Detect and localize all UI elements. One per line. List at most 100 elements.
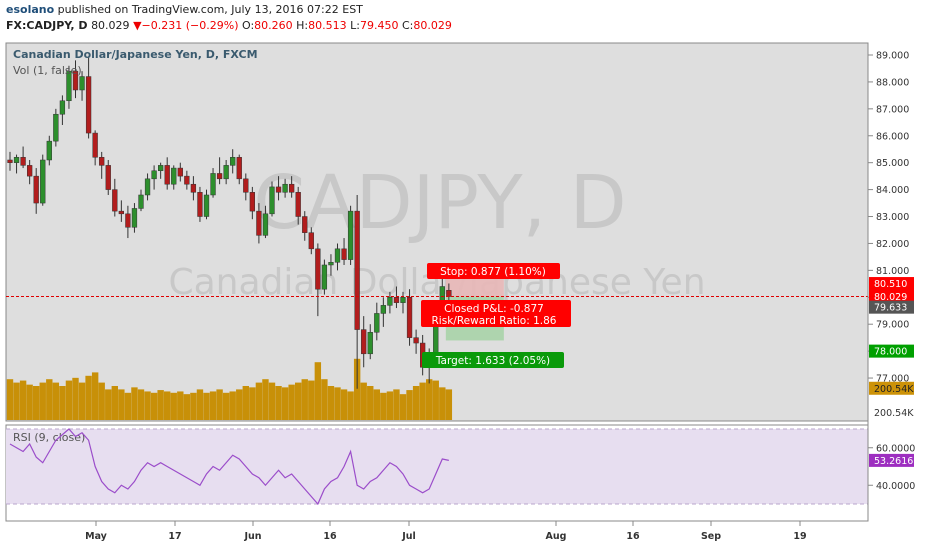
volume-bar [91,372,99,420]
candle-body [184,175,190,185]
candle-body [347,210,354,260]
volume-bar [406,390,413,420]
volume-bar [262,379,269,420]
candle-body [328,262,334,266]
volume-bar [157,390,164,420]
price-tick-label: 86.000 [876,131,909,142]
volume-bar [426,379,433,420]
volume-bar [360,382,367,420]
rsi-tag [869,453,914,467]
price-tick-label: 85.000 [876,158,909,169]
publish-line: esolano published on TradingView.com, Ju… [6,3,363,16]
candle-body [27,165,33,177]
change-arrow-icon: ▼ [133,19,142,32]
low-value: 79.450 [359,19,399,32]
candle-body [308,232,314,250]
volume-bar [124,392,132,420]
time-axis[interactable]: May 17 Jun 16 Jul Aug 16 Sep 19 [85,521,807,542]
candle-body [302,216,308,233]
volume-bar [301,379,308,420]
price-tick-label: 81.000 [876,266,909,277]
volume-bar [236,389,243,420]
chart-legend-title[interactable]: Canadian Dollar/Japanese Yen, D, FXCM [13,48,258,61]
volume-bar [439,387,446,420]
candle-body [53,113,59,142]
candle-body [105,165,111,190]
rsi-legend[interactable]: RSI (9, close) [13,431,85,444]
volume-bar [85,375,92,420]
volume-bar [412,386,420,420]
volume-bar [46,379,53,420]
rsi-series [9,428,449,506]
volume-bar [268,382,276,420]
candle-body [256,210,262,236]
candle-body [361,329,367,355]
volume-bar [118,389,125,420]
price-tag-label: 80.029 [874,292,907,303]
pnl-box[interactable]: Closed P&L: -0.877 Risk/Reward Ratio: 1.… [421,300,571,327]
close-label: C: [401,19,414,32]
volume-bar [373,389,380,420]
stop-box[interactable]: Stop: 0.877 (1.10%) [427,263,560,279]
candle-body [341,248,347,260]
volume-bars [6,358,453,420]
price-tag [869,277,914,291]
published-text: published on TradingView.com, July 13, 2… [57,3,363,16]
candle-body [158,165,164,172]
candle-body [216,173,223,180]
candle-body [321,264,328,290]
volume-bar [347,391,354,420]
volume-bar [52,382,60,420]
candle-body [236,157,242,180]
rsi-band [6,429,868,504]
candle-body [374,313,380,333]
volume-bar [164,391,171,420]
candle-body [40,159,46,204]
candles[interactable] [7,57,452,389]
price-axis[interactable]: 89.000 88.000 87.000 86.000 85.000 84.000 83.0… [868,51,909,385]
candle-body [190,183,197,193]
volume-bar [203,392,210,420]
volume-bar [432,380,439,420]
price-tag-label: 79.633 [874,303,907,314]
candle-body [210,173,216,196]
volume-bar [393,389,400,420]
candle-body [59,100,66,115]
candle-body [393,297,400,303]
candle-body [46,140,52,161]
author-name[interactable]: esolano [6,3,55,16]
volume-bar [353,358,361,420]
volume-legend[interactable]: Vol (1, false) [13,64,82,77]
low-label: L: [350,19,360,32]
target-box[interactable]: Target: 1.633 (2.05%) [422,352,564,368]
rsi-tick-label: 60.0000 [876,443,915,454]
volume-bar [340,389,348,420]
candle-body [20,157,26,166]
volume-bar [255,382,263,420]
candle-body [99,157,105,166]
rsi-axis[interactable]: 60.0000 40.0000 53.2616 [868,443,915,492]
candle-body [380,305,387,314]
high-value: 80.513 [308,19,347,32]
candle-body [197,192,203,217]
time-tick-label: Jul [401,531,416,542]
volume-bar [445,389,453,420]
volume-bar [144,391,151,420]
rsi-tick-label: 40.0000 [876,481,915,492]
volume-bar [216,389,223,420]
time-tick-label: 17 [168,531,181,542]
candle-body [275,186,282,193]
candle-body [72,70,79,91]
volume-bar [314,362,322,420]
volume-bar [65,380,73,420]
candle-body [243,178,249,193]
candle-body [282,183,288,193]
time-tick-label: Jun [243,531,261,542]
chart-header: esolano published on TradingView.com, Ju… [6,0,926,32]
volume-bar [137,389,145,420]
candle-body [413,337,419,344]
time-tick-label: Aug [546,531,567,542]
candle-body [406,297,413,338]
candle-body [334,248,341,263]
